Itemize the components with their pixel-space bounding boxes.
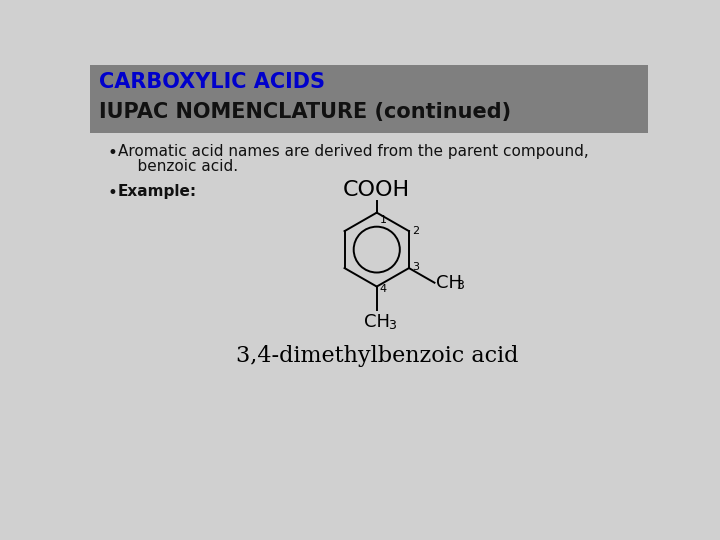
Bar	[90, 65, 648, 133]
Text: CH: CH	[436, 274, 462, 292]
Text: CARBOXYLIC ACIDS: CARBOXYLIC ACIDS	[99, 72, 325, 92]
Text: •: •	[107, 184, 117, 202]
Text: 3,4-dimethylbenzoic acid: 3,4-dimethylbenzoic acid	[235, 345, 518, 367]
Text: 1: 1	[380, 215, 387, 225]
Text: 4: 4	[380, 284, 387, 294]
Text: Aromatic acid names are derived from the parent compound,: Aromatic acid names are derived from the…	[118, 144, 589, 159]
Text: CH: CH	[364, 313, 390, 331]
Text: benzoic acid.: benzoic acid.	[118, 159, 238, 174]
Text: 3: 3	[388, 319, 396, 332]
Text: 3: 3	[456, 279, 464, 292]
Text: COOH: COOH	[343, 180, 410, 200]
Text: 3: 3	[412, 261, 419, 272]
Text: •: •	[107, 144, 117, 162]
Text: 2: 2	[412, 226, 419, 236]
Text: Example:: Example:	[118, 184, 197, 199]
Text: IUPAC NOMENCLATURE (continued): IUPAC NOMENCLATURE (continued)	[99, 102, 511, 122]
